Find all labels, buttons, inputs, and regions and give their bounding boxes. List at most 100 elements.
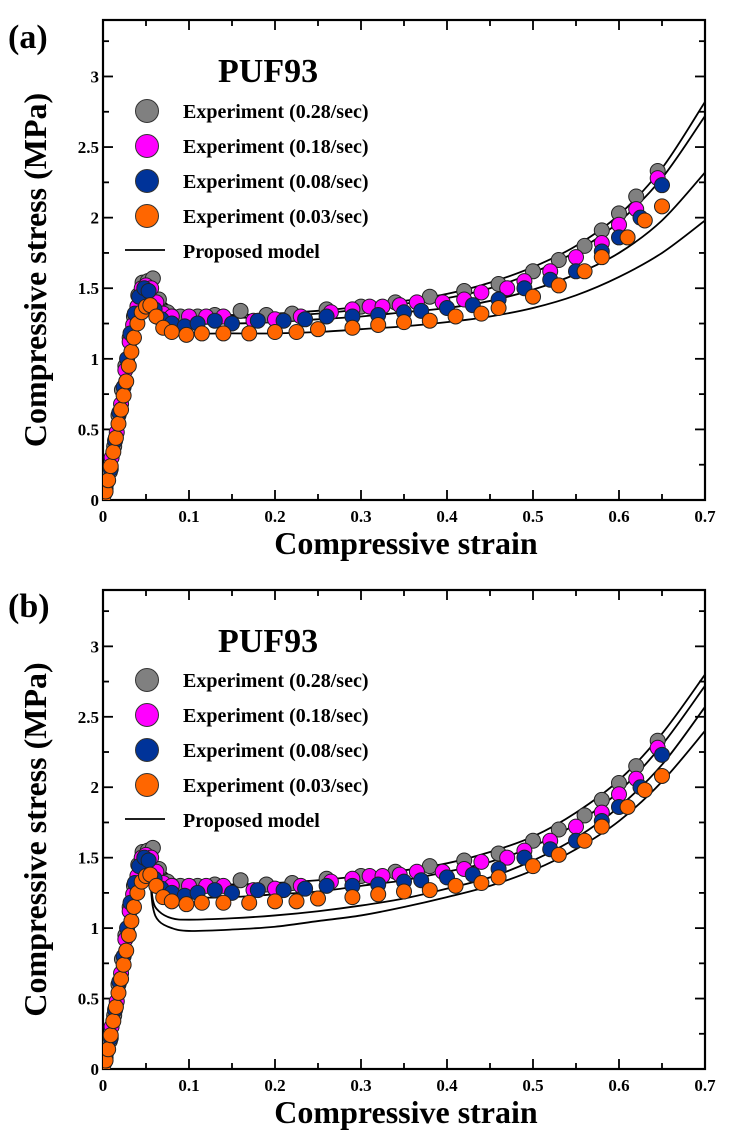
data-point-series-3 (396, 883, 412, 900)
data-point-series-3 (163, 324, 180, 340)
legend-marker (135, 738, 159, 762)
x-axis-label: Compressive strain (274, 1094, 538, 1130)
data-point-series-3 (421, 312, 438, 329)
y-tick-label: 0 (91, 1060, 100, 1079)
data-point-series-3 (120, 927, 137, 944)
data-point-series-1 (473, 853, 490, 870)
data-point-series-1 (568, 249, 584, 266)
data-point-series-3 (105, 1013, 122, 1030)
data-point-series-2 (318, 877, 335, 894)
plot-area (103, 101, 705, 500)
panel-label: (a) (8, 19, 48, 56)
data-point-series-3 (636, 212, 653, 229)
data-point-series-2 (318, 308, 335, 325)
data-point-series-0 (550, 821, 567, 838)
data-point-series-3 (593, 818, 610, 835)
data-point-series-3 (344, 889, 361, 906)
data-point-series-2 (249, 882, 266, 899)
data-point-series-3 (105, 444, 122, 460)
y-tick-label: 3 (91, 637, 100, 656)
data-point-series-3 (525, 288, 541, 305)
panel-a: 0 0.1 0.2 0.3 0.4 0.5 0.6 0.7 0 0.5 1 1.5 2 2.5 3 Compr… (8, 18, 716, 561)
data-point-series-3 (118, 942, 135, 959)
legend-label: Proposed model (183, 241, 320, 263)
data-point-series-0 (550, 252, 567, 268)
x-tick-label: 0.4 (436, 507, 458, 526)
data-point-series-3 (178, 896, 195, 913)
data-point-series-3 (123, 913, 140, 930)
chart-title: PUF93 (218, 53, 318, 90)
data-point-series-0 (576, 237, 593, 254)
data-point-series-3 (550, 846, 567, 863)
legend: Experiment (0.28/sec) Experiment (0.18/se… (125, 99, 369, 263)
x-tick-label: 0.6 (608, 507, 629, 526)
y-tick-label: 0.5 (78, 990, 99, 1009)
x-tick-label: 0.7 (694, 1076, 716, 1095)
data-point-series-1 (473, 284, 490, 301)
legend-marker (135, 204, 159, 228)
data-point-series-3 (447, 308, 464, 325)
x-tick-label: 0.6 (608, 1076, 629, 1095)
data-point-series-3 (654, 767, 670, 784)
data-point-series-3 (473, 305, 490, 322)
x-tick-label: 0.2 (264, 1076, 285, 1095)
y-tick-label: 0 (91, 491, 100, 510)
data-point-series-3 (593, 249, 610, 266)
x-tick-label: 0.4 (436, 1076, 458, 1095)
data-point-series-3 (193, 894, 210, 911)
data-point-series-3 (107, 429, 124, 446)
y-axis-label: Compressive stress (MPa) (17, 93, 53, 447)
data-point-series-2 (297, 880, 314, 897)
panel-b: 0 0.1 0.2 0.3 0.4 0.5 0.6 0.7 0 0.5 1 1.5 2 2.5 3 Compr… (8, 588, 716, 1130)
y-tick-label: 0.5 (78, 420, 99, 439)
data-point-series-3 (115, 956, 132, 973)
data-point-series-2 (275, 312, 292, 329)
legend-marker (135, 773, 159, 797)
data-point-series-3 (370, 316, 387, 333)
data-point-series-3 (193, 325, 210, 342)
data-point-series-3 (215, 325, 232, 342)
legend-label: Experiment (0.03/sec) (183, 206, 369, 228)
y-tick-label: 3 (91, 67, 100, 86)
data-point-series-3 (370, 886, 387, 903)
data-point-series-3 (103, 458, 119, 475)
data-point-series-3 (421, 882, 438, 899)
data-point-series-3 (163, 893, 180, 910)
x-tick-label: 0.3 (350, 1076, 371, 1095)
data-point-series-3 (490, 869, 507, 886)
data-point-series-3 (576, 263, 593, 280)
data-point-series-3 (525, 858, 541, 875)
y-tick-label: 2.5 (78, 138, 99, 157)
data-point-series-3 (241, 894, 258, 911)
data-point-series-3 (241, 325, 258, 342)
data-point-series-1 (499, 280, 516, 297)
x-axis-label: Compressive strain (274, 525, 538, 561)
legend-label: Experiment (0.28/sec) (183, 101, 369, 123)
x-tick-label: 0.2 (264, 507, 285, 526)
data-point-series-3 (107, 999, 124, 1016)
data-point-series-3 (123, 343, 140, 360)
data-point-series-3 (310, 890, 326, 907)
data-point-series-0 (232, 302, 249, 319)
y-tick-label: 1 (91, 350, 100, 369)
data-point-series-0 (576, 807, 593, 824)
data-point-series-3 (113, 970, 130, 987)
panel-label: (b) (8, 588, 50, 625)
data-point-series-3 (288, 324, 305, 340)
data-point-series-2 (206, 882, 223, 899)
y-tick-label: 2 (91, 209, 100, 228)
legend-label: Experiment (0.18/sec) (183, 705, 369, 727)
data-point-series-3 (576, 832, 593, 849)
data-point-series-3 (288, 893, 305, 910)
y-tick-label: 2 (91, 778, 100, 797)
chart-title: PUF93 (218, 623, 318, 660)
x-tick-label: 0.3 (350, 507, 371, 526)
data-point-series-3 (125, 898, 142, 915)
legend-label: Proposed model (183, 810, 320, 832)
data-point-series-2 (297, 311, 314, 328)
x-tick-label: 0 (99, 1076, 108, 1095)
data-point-series-3 (447, 877, 464, 894)
x-tick-label: 0.1 (178, 1076, 199, 1095)
x-tick-label: 0.1 (178, 507, 199, 526)
